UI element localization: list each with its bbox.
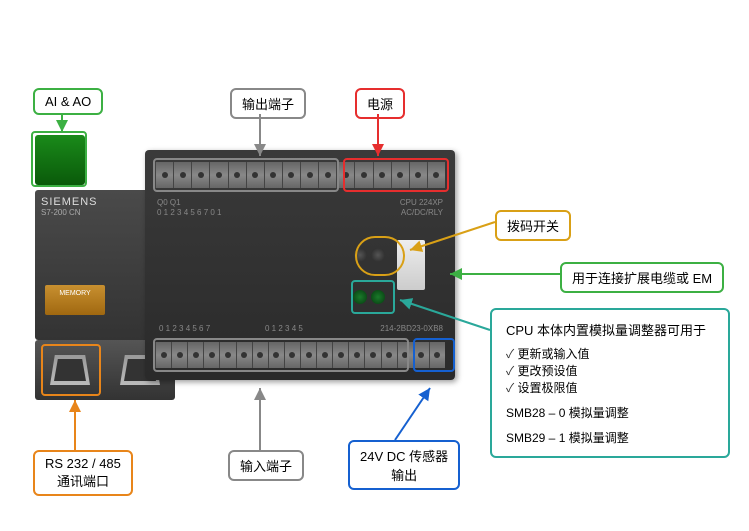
info-reg2: SMB29 – 1 模拟量调整 xyxy=(506,429,714,446)
info-reg1: SMB28 – 0 模拟量调整 xyxy=(506,404,714,421)
plc-device: SIEMENS S7-200 CN MEMORY Q0 Q1 0 1 2 3 4… xyxy=(35,150,455,400)
hl-rs xyxy=(41,344,101,396)
hl-power xyxy=(343,158,449,192)
hl-sensor xyxy=(413,338,455,372)
label-expansion: 用于连接扩展电缆或 EM xyxy=(560,262,724,293)
label-output: 输出端子 xyxy=(230,88,306,119)
hl-output xyxy=(153,158,339,192)
label-ai-ao: AI & AO xyxy=(33,88,103,115)
info-list: 更新或输入值 更改预设值 设置极限值 xyxy=(506,345,714,396)
info-panel: CPU 本体内置模拟量调整器可用于 更新或输入值 更改预设值 设置极限值 SMB… xyxy=(490,308,730,458)
label-input: 输入端子 xyxy=(228,450,304,481)
hl-input xyxy=(153,338,409,372)
hl-ai-ao xyxy=(31,131,87,187)
i-nums-2: 0 1 2 3 4 5 xyxy=(265,324,303,333)
i-nums-1: 0 1 2 3 4 5 6 7 xyxy=(159,324,210,333)
brand-text: SIEMENS xyxy=(41,196,144,208)
model-text: S7-200 CN xyxy=(41,208,144,217)
info-item: 更新或输入值 xyxy=(506,345,714,362)
label-rs: RS 232 / 485 通讯端口 xyxy=(33,450,133,496)
info-item: 设置极限值 xyxy=(506,379,714,396)
memory-card: MEMORY xyxy=(45,285,105,315)
q-nums: 0 1 2 3 4 5 6 7 0 1 xyxy=(157,208,222,217)
label-dip: 拨码开关 xyxy=(495,210,571,241)
siemens-panel: SIEMENS S7-200 CN MEMORY xyxy=(35,190,150,340)
q-label: Q0 Q1 xyxy=(157,198,181,207)
label-power: 电源 xyxy=(355,88,405,119)
power-type: AC/DC/RLY xyxy=(401,208,443,217)
info-item: 更改预设值 xyxy=(506,362,714,379)
cpu-text: CPU 224XP xyxy=(400,198,443,207)
part-no: 214-2BD23-0XB8 xyxy=(380,324,443,333)
info-title: CPU 本体内置模拟量调整器可用于 xyxy=(506,320,714,339)
hl-dip xyxy=(355,236,405,276)
hl-analog xyxy=(351,280,395,314)
label-sensor: 24V DC 传感器 输出 xyxy=(348,440,460,490)
